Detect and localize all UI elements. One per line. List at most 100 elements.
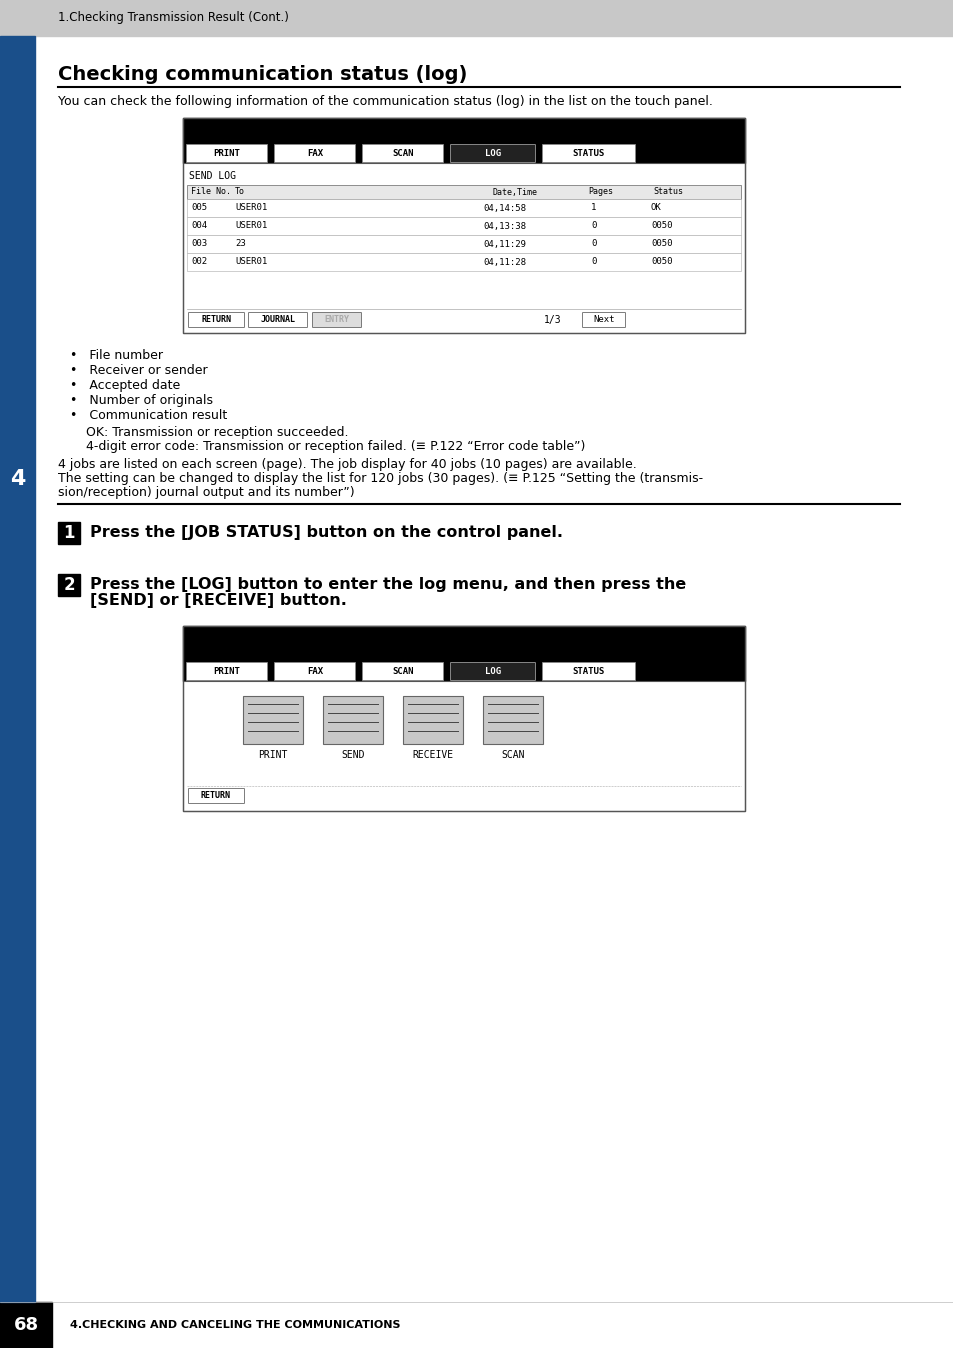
- Text: OK: OK: [650, 204, 661, 213]
- Text: •   Communication result: • Communication result: [70, 408, 227, 422]
- FancyBboxPatch shape: [582, 313, 625, 328]
- Bar: [323, 696, 382, 744]
- Text: 003: 003: [191, 240, 207, 248]
- Bar: [187, 235, 740, 253]
- Text: 002: 002: [191, 257, 207, 267]
- Text: RECEIVE: RECEIVE: [412, 749, 453, 760]
- Bar: [402, 696, 462, 744]
- Text: Pages: Pages: [587, 187, 613, 197]
- Text: 23: 23: [234, 240, 246, 248]
- FancyBboxPatch shape: [274, 662, 355, 681]
- Text: SCAN: SCAN: [500, 749, 524, 760]
- Text: RETURN: RETURN: [201, 791, 231, 801]
- Bar: [243, 696, 303, 744]
- Text: 0: 0: [590, 240, 596, 248]
- Bar: [0, 1302, 52, 1348]
- Text: USER01: USER01: [234, 204, 267, 213]
- Text: 0050: 0050: [650, 240, 672, 248]
- Text: 0050: 0050: [650, 257, 672, 267]
- Bar: [183, 681, 744, 811]
- Bar: [187, 253, 740, 271]
- FancyBboxPatch shape: [274, 144, 355, 163]
- Text: 1: 1: [590, 204, 596, 213]
- Text: 1/3: 1/3: [543, 315, 561, 325]
- FancyBboxPatch shape: [313, 313, 361, 328]
- FancyBboxPatch shape: [450, 144, 535, 163]
- Bar: [183, 625, 744, 681]
- Text: JOURNAL: JOURNAL: [260, 315, 295, 325]
- Bar: [183, 119, 744, 163]
- Text: FAX: FAX: [307, 667, 323, 675]
- Bar: [0, 0, 953, 36]
- Text: 1: 1: [63, 524, 74, 542]
- Text: 4 jobs are listed on each screen (page). The job display for 40 jobs (10 pages) : 4 jobs are listed on each screen (page).…: [58, 458, 636, 470]
- FancyBboxPatch shape: [542, 662, 635, 681]
- Text: LOG: LOG: [484, 667, 500, 675]
- FancyBboxPatch shape: [450, 662, 535, 681]
- Bar: [183, 119, 744, 333]
- Text: •   File number: • File number: [70, 349, 163, 363]
- Text: 4.CHECKING AND CANCELING THE COMMUNICATIONS: 4.CHECKING AND CANCELING THE COMMUNICATI…: [70, 1320, 400, 1330]
- FancyBboxPatch shape: [186, 662, 267, 681]
- Text: 004: 004: [191, 221, 207, 231]
- Text: 04,14:58: 04,14:58: [482, 204, 525, 213]
- Text: You can check the following information of the communication status (log) in the: You can check the following information …: [58, 94, 712, 108]
- Text: Press the [LOG] button to enter the log menu, and then press the: Press the [LOG] button to enter the log …: [90, 577, 685, 592]
- Text: 005: 005: [191, 204, 207, 213]
- FancyBboxPatch shape: [362, 144, 443, 163]
- Bar: [187, 185, 740, 200]
- Text: STATUS: STATUS: [572, 667, 604, 675]
- FancyBboxPatch shape: [186, 144, 267, 163]
- Text: RETURN: RETURN: [201, 315, 232, 325]
- Bar: [58, 522, 80, 545]
- Text: OK: Transmission or reception succeeded.: OK: Transmission or reception succeeded.: [86, 426, 348, 439]
- Bar: [482, 696, 542, 744]
- Text: Checking communication status (log): Checking communication status (log): [58, 65, 467, 84]
- Text: Status: Status: [652, 187, 682, 197]
- Bar: [183, 625, 744, 811]
- Text: STATUS: STATUS: [572, 150, 604, 158]
- Text: SCAN: SCAN: [392, 150, 414, 158]
- Bar: [183, 163, 744, 333]
- Text: PRINT: PRINT: [213, 150, 240, 158]
- Text: 04,11:28: 04,11:28: [482, 257, 525, 267]
- Text: LOG: LOG: [484, 150, 500, 158]
- Text: SEND LOG: SEND LOG: [189, 171, 235, 181]
- Bar: [187, 200, 740, 217]
- Text: FAX: FAX: [307, 150, 323, 158]
- FancyBboxPatch shape: [189, 313, 244, 328]
- Text: Press the [JOB STATUS] button on the control panel.: Press the [JOB STATUS] button on the con…: [90, 524, 562, 541]
- FancyBboxPatch shape: [542, 144, 635, 163]
- Text: •   Accepted date: • Accepted date: [70, 379, 180, 392]
- Text: 4: 4: [10, 469, 25, 489]
- Text: 1.Checking Transmission Result (Cont.): 1.Checking Transmission Result (Cont.): [58, 12, 289, 24]
- Text: 2: 2: [63, 576, 74, 594]
- Text: To: To: [234, 187, 245, 197]
- Text: 04,13:38: 04,13:38: [482, 221, 525, 231]
- Text: 68: 68: [13, 1316, 38, 1335]
- Text: 0050: 0050: [650, 221, 672, 231]
- Text: sion/reception) journal output and its number”): sion/reception) journal output and its n…: [58, 487, 355, 499]
- Text: File No.: File No.: [191, 187, 231, 197]
- Text: SEND: SEND: [341, 749, 364, 760]
- Text: 4-digit error code: Transmission or reception failed. (≡ P.122 “Error code table: 4-digit error code: Transmission or rece…: [86, 439, 585, 453]
- Bar: [0, 36, 35, 1302]
- FancyBboxPatch shape: [248, 313, 307, 328]
- FancyBboxPatch shape: [362, 662, 443, 681]
- Text: USER01: USER01: [234, 257, 267, 267]
- Text: USER01: USER01: [234, 221, 267, 231]
- Bar: [58, 574, 80, 596]
- Bar: [0, 1302, 953, 1348]
- Text: Next: Next: [593, 315, 614, 325]
- Bar: [187, 217, 740, 235]
- Text: 0: 0: [590, 221, 596, 231]
- Text: PRINT: PRINT: [213, 667, 240, 675]
- Text: Date,Time: Date,Time: [493, 187, 537, 197]
- Text: PRINT: PRINT: [258, 749, 288, 760]
- FancyBboxPatch shape: [189, 789, 244, 803]
- Text: 04,11:29: 04,11:29: [482, 240, 525, 248]
- Text: •   Receiver or sender: • Receiver or sender: [70, 364, 208, 377]
- Text: [SEND] or [RECEIVE] button.: [SEND] or [RECEIVE] button.: [90, 593, 347, 608]
- Text: ENTRY: ENTRY: [324, 315, 349, 325]
- Text: The setting can be changed to display the list for 120 jobs (30 pages). (≡ P.125: The setting can be changed to display th…: [58, 472, 702, 485]
